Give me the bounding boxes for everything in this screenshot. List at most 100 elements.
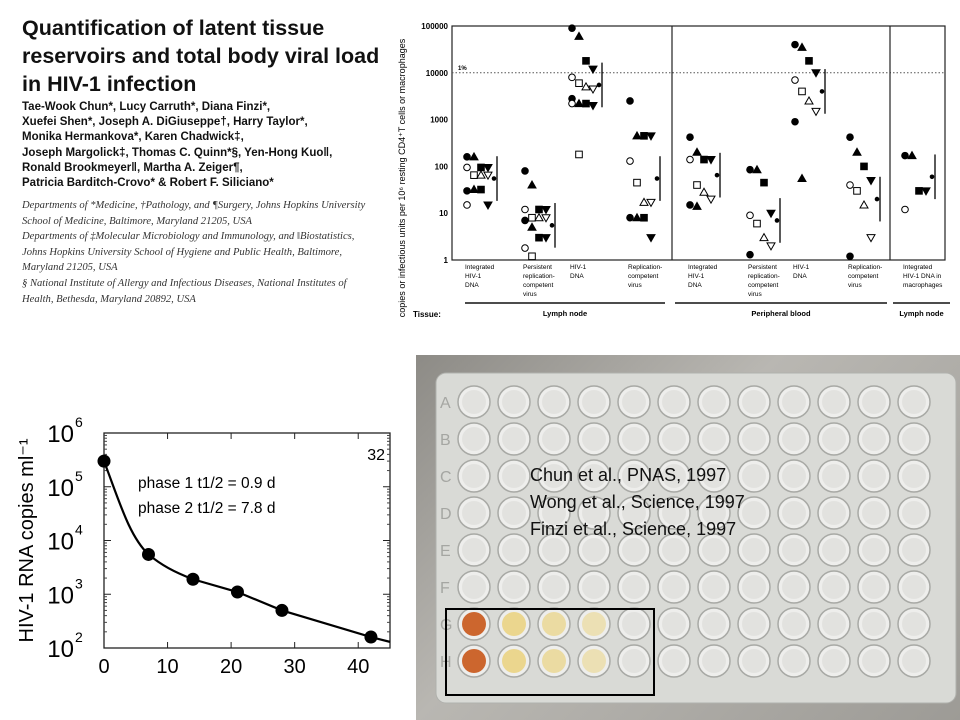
data-point (746, 211, 754, 220)
well-contents (742, 612, 766, 636)
category-label: Replication- (848, 264, 882, 271)
data-point (766, 242, 776, 251)
well-contents (702, 501, 726, 525)
data-point (575, 79, 583, 87)
data-point (521, 244, 529, 252)
data-point (692, 147, 702, 156)
data-point (632, 130, 642, 140)
well-contents (662, 390, 686, 414)
category-label: macrophages (903, 282, 943, 289)
data-point (588, 102, 598, 111)
affiliation-line: Departments of *Medicine, †Pathology, an… (22, 200, 366, 211)
y-tick-exponent: 3 (75, 575, 83, 591)
panel-label: 32 (367, 447, 385, 464)
y-tick-label: 10 (439, 209, 448, 218)
well-contents (502, 390, 526, 414)
affiliation-line: School of Medicine, Baltimore, Maryland … (22, 215, 252, 227)
well-contents (542, 464, 566, 488)
data-point (477, 163, 485, 172)
well-contents (862, 464, 886, 488)
data-point (797, 173, 807, 183)
data-point (791, 76, 799, 84)
mean-marker (549, 223, 555, 228)
category-label: virus (848, 282, 862, 289)
data-point (866, 234, 876, 243)
well-contents (862, 390, 886, 414)
affiliation-line: Maryland 21205, USA (22, 262, 118, 274)
well-contents (622, 649, 646, 673)
reference-label: 1% (458, 66, 467, 72)
y-tick-label: 10 (47, 582, 74, 609)
well-contents (622, 390, 646, 414)
data-point (791, 40, 799, 49)
data-point (230, 585, 244, 599)
well (537, 644, 571, 678)
data-point (700, 155, 708, 164)
category-label: virus (748, 291, 762, 298)
data-point (811, 69, 821, 78)
data-point (574, 31, 584, 40)
data-point (811, 107, 821, 117)
category-label: DNA (570, 273, 584, 280)
author-line: Xuefei Shen*, Joseph A. DiGiuseppe†, Har… (22, 116, 308, 129)
author-line: Patricia Barditch-Crovo* & Robert F. Sil… (22, 177, 274, 190)
data-point (640, 132, 648, 140)
category-label: HIV-1 DNA in (903, 273, 942, 280)
well-contents (822, 390, 846, 414)
data-point (535, 205, 543, 214)
well-contents (622, 464, 646, 488)
well-contents (582, 427, 606, 451)
data-point (693, 181, 701, 189)
well-contents (582, 501, 606, 525)
data-point (574, 98, 584, 108)
citation-overlay: Chun et al., PNAS, 1997 Wong et al., Sci… (530, 462, 745, 543)
data-point (186, 572, 200, 586)
well-contents (902, 390, 926, 414)
affiliation-line: Health, Bethesda, Maryland 20892, USA (22, 293, 196, 305)
affiliation-line: § National Institute of Allergy and Infe… (22, 277, 347, 289)
well-contents (822, 464, 846, 488)
citation: Wong et al., Science, 1997 (530, 492, 745, 512)
data-point (797, 42, 807, 51)
well-contents (462, 464, 486, 488)
well-contents (902, 575, 926, 599)
data-point (588, 85, 598, 95)
well-contents (902, 427, 926, 451)
category-label: HIV-1 (793, 264, 810, 271)
data-point (804, 95, 814, 105)
well-contents (902, 649, 926, 673)
well-contents (542, 390, 566, 414)
well-contents (702, 575, 726, 599)
plot-frame (451, 25, 946, 261)
reservoir-scatter-chart: 100000 10000 1000 100 10 1 1% copies or infecti… (397, 22, 950, 319)
category-label: virus (523, 291, 537, 298)
data-point (463, 153, 471, 161)
data-point (626, 97, 634, 105)
y-tick-label: 10 (47, 475, 74, 502)
y-axis-label: HIV-1 RNA copies ml⁻¹ (16, 438, 38, 642)
y-tick-label: 10000 (426, 69, 449, 78)
mean-marker (874, 196, 880, 202)
data-point (706, 156, 716, 165)
well-contents (822, 427, 846, 451)
well-contents (542, 501, 566, 525)
data-point (541, 234, 551, 243)
data-point (528, 252, 536, 261)
y-tick-label: 10 (47, 529, 74, 556)
data-point (706, 195, 716, 205)
well-contents (582, 649, 606, 673)
data-point (921, 187, 931, 196)
data-point (527, 180, 537, 189)
phase-annotation: phase 2 t1/2 = 7.8 d (138, 500, 275, 517)
data-point (463, 187, 471, 195)
data-point (640, 213, 648, 222)
data-point (766, 209, 776, 219)
well-contents (582, 390, 606, 414)
well-contents (502, 612, 526, 636)
well-contents (542, 649, 566, 673)
data-point (686, 133, 694, 142)
well-contents (502, 464, 526, 488)
tissue-name: Peripheral blood (751, 309, 811, 318)
